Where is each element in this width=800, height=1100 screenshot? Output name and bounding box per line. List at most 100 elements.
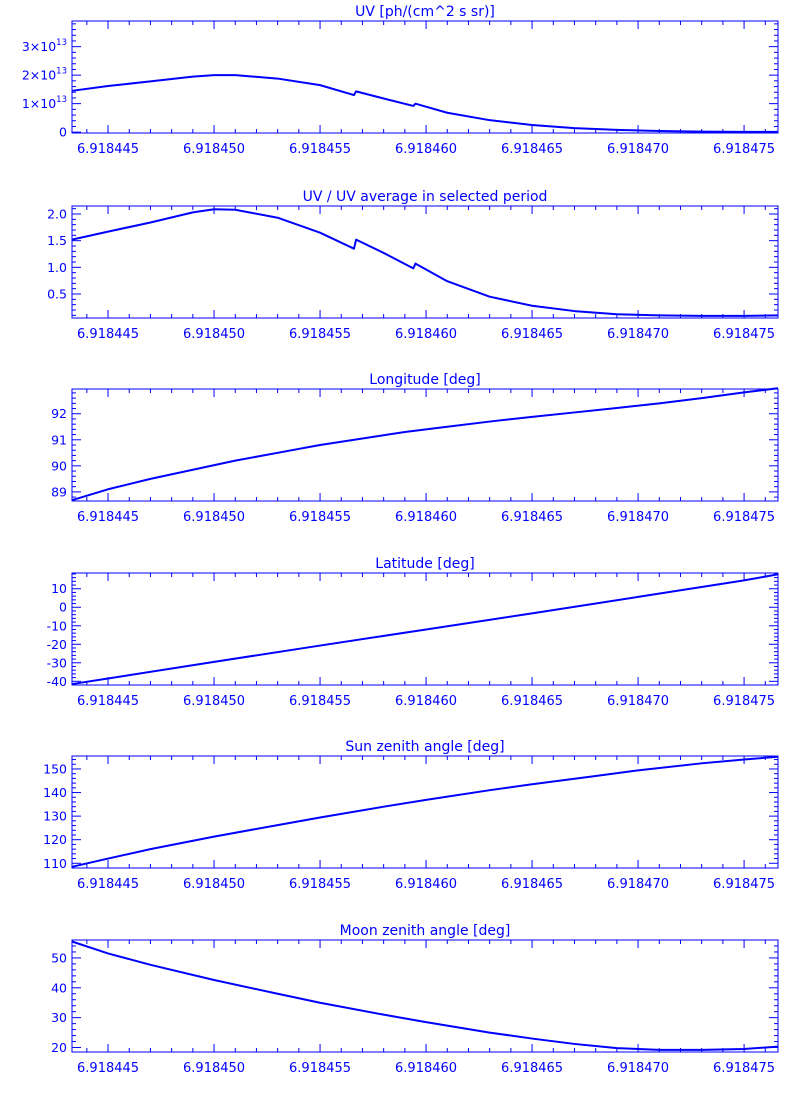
y-tick-label: 89 [51,484,67,499]
plot-frame [71,939,779,1053]
series-line-1 [71,940,779,1051]
y-tick-label: 140 [43,785,67,800]
chart-title: UV [ph/(cm^2 s sr)] [355,4,495,20]
x-tick-label: 6.918475 [713,694,775,709]
x-tick-label: 6.918460 [395,510,457,525]
y-tick-label: 91 [51,432,67,447]
chart-panel-5: Sun zenith angle [deg] 6.918445 6.918450 6.… [43,739,779,892]
y-tick-label: 90 [51,458,67,473]
y-tick-label: 40 [51,980,67,995]
x-tick-label: 6.918475 [713,510,775,525]
y-tick-label: 10 [51,581,67,596]
x-tick-label: 6.918445 [77,510,139,525]
x-tick-label: 6.918470 [607,1061,669,1076]
chart-panel-4: Latitude [deg] 6.918445 6.918450 6.918455 6.… [47,556,779,709]
x-tick-label: 6.918460 [395,327,457,342]
x-tick-label: 6.918455 [289,694,351,709]
x-tick-label: 6.918465 [501,877,563,892]
x-tick-label: 6.918455 [289,1061,351,1076]
x-tick-label: 6.918465 [501,694,563,709]
y-tick-exponent: 13 [56,95,67,105]
x-tick-label: 6.918460 [395,694,457,709]
chart-title: Latitude [deg] [375,556,474,572]
x-tick-label: 6.918470 [607,510,669,525]
x-tick-label: 6.918465 [501,327,563,342]
x-tick-label: 6.918455 [289,877,351,892]
x-tick-label: 6.918470 [607,142,669,157]
chart-panel-2: UV / UV average in selected period 6.9184… [47,189,779,342]
chart-title: Longitude [deg] [369,372,480,388]
y-tick-label: -10 [47,618,67,633]
plot-frame [71,205,779,319]
y-tick-label: 2×1013 [22,67,67,83]
x-tick-label: 6.918450 [183,510,245,525]
y-tick-label: 0.5 [47,287,67,302]
x-tick-label: 6.918475 [713,1061,775,1076]
y-tick-label: 50 [51,950,67,965]
y-tick-label: 92 [51,406,67,421]
y-tick-label: 110 [43,856,67,871]
y-tick-label: 20 [51,1040,67,1055]
x-tick-label: 6.918445 [77,327,139,342]
y-tick-label: 0 [59,125,67,140]
x-tick-label: 6.918460 [395,1061,457,1076]
x-tick-label: 6.918450 [183,327,245,342]
chart-panel-1: UV [ph/(cm^2 s sr)] 6.918445 6.918450 6.918… [22,4,779,157]
chart-title: UV / UV average in selected period [303,189,548,205]
y-tick-mantissa: 3×10 [22,39,56,54]
x-tick-label: 6.918450 [183,694,245,709]
x-tick-label: 6.918465 [501,142,563,157]
chart-title: Moon zenith angle [deg] [340,923,511,939]
x-tick-label: 6.918445 [77,1061,139,1076]
series-line-1 [71,74,778,133]
y-tick-label: -30 [47,655,67,670]
x-tick-label: 6.918455 [289,142,351,157]
x-tick-label: 6.918470 [607,327,669,342]
x-tick-label: 6.918450 [183,1061,245,1076]
x-tick-label: 6.918465 [501,1061,563,1076]
x-tick-label: 6.918450 [183,142,245,157]
y-tick-label: 2.0 [47,207,67,222]
plot-frame [71,755,779,869]
y-tick-label: 130 [43,809,67,824]
series-line-1 [71,573,779,686]
x-tick-label: 6.918445 [77,694,139,709]
y-tick-label: 1.0 [47,260,67,275]
x-tick-label: 6.918470 [607,694,669,709]
y-tick-label: 3×1013 [22,38,67,54]
y-tick-label: 1×1013 [22,95,67,111]
plot-frame [71,388,779,502]
x-tick-label: 6.918455 [289,510,351,525]
chart-panel-6: Moon zenith angle [deg] 6.918445 6.918450 6… [51,923,779,1076]
x-tick-label: 6.918455 [289,327,351,342]
series-line-1 [71,755,779,868]
x-tick-label: 6.918460 [395,142,457,157]
y-tick-label: 150 [43,761,67,776]
x-tick-label: 6.918475 [713,142,775,157]
chart-title: Sun zenith angle [deg] [345,739,504,755]
x-tick-label: 6.918445 [77,877,139,892]
plot-frame [71,20,779,134]
y-tick-mantissa: 2×10 [22,68,56,83]
x-tick-label: 6.918445 [77,142,139,157]
y-tick-mantissa: 1×10 [22,96,56,111]
series-line-1 [71,387,779,502]
x-tick-label: 6.918460 [395,877,457,892]
y-tick-label: 1.5 [47,233,67,248]
x-tick-label: 6.918470 [607,877,669,892]
y-tick-exponent: 13 [56,67,67,77]
x-tick-label: 6.918465 [501,510,563,525]
y-tick-mantissa: 0 [59,125,67,140]
y-tick-label: 0 [59,600,67,615]
y-tick-label: 120 [43,832,67,847]
x-tick-label: 6.918475 [713,877,775,892]
x-tick-label: 6.918450 [183,877,245,892]
chart-panel-3: Longitude [deg] 6.918445 6.918450 6.918455 6… [51,372,779,525]
y-tick-label: -20 [47,637,67,652]
x-tick-label: 6.918475 [713,327,775,342]
y-tick-exponent: 13 [56,38,67,48]
y-tick-label: -40 [47,674,67,689]
series-line-1 [71,208,779,317]
y-tick-label: 30 [51,1010,67,1025]
